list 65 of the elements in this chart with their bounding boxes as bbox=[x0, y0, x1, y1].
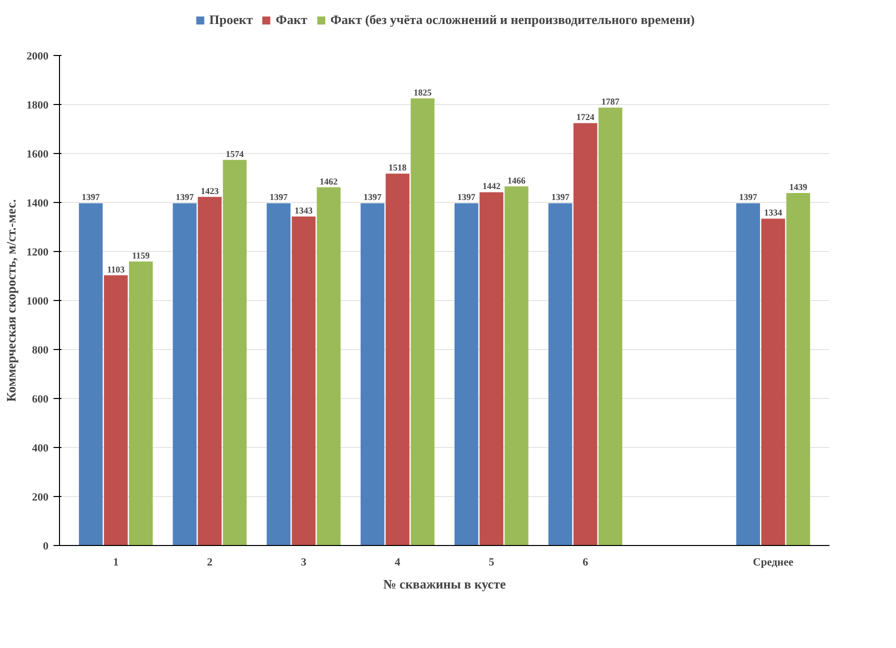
data-label: 1397 bbox=[270, 192, 288, 202]
data-label: 1466 bbox=[507, 175, 526, 186]
x-tick-label: 6 bbox=[582, 556, 589, 568]
bar bbox=[504, 186, 528, 546]
data-label: 1397 bbox=[364, 192, 382, 202]
bar bbox=[292, 216, 316, 546]
x-tick-label: 5 bbox=[488, 556, 495, 568]
data-label: 1439 bbox=[789, 182, 808, 192]
data-label: 1574 bbox=[226, 148, 244, 159]
y-tick-label: 1400 bbox=[26, 198, 49, 210]
y-tick-label: 0 bbox=[43, 540, 49, 552]
x-axis-title: № скважины в кусте bbox=[383, 576, 506, 592]
bar bbox=[172, 203, 197, 546]
data-label: 1518 bbox=[388, 162, 408, 173]
data-label: 1825 bbox=[414, 87, 432, 98]
bar bbox=[548, 203, 572, 546]
legend-label: Факт bbox=[276, 12, 308, 28]
x-tick-label: Среднее bbox=[752, 556, 794, 568]
data-label: 1334 bbox=[764, 208, 783, 218]
y-tick-label: 1600 bbox=[26, 148, 49, 160]
data-label: 1397 bbox=[457, 192, 476, 202]
x-tick-label: 4 bbox=[394, 556, 401, 568]
x-tick-label: 1 bbox=[113, 556, 119, 568]
bar bbox=[598, 108, 622, 546]
legend-label: Факт (без учёта осложнений и непроизводительного времени) bbox=[330, 12, 695, 28]
data-label: 1787 bbox=[601, 96, 620, 107]
legend-label: Проект bbox=[209, 12, 253, 28]
data-label: 1724 bbox=[576, 112, 595, 122]
bar bbox=[410, 98, 434, 546]
bar bbox=[454, 203, 478, 546]
data-label: 1103 bbox=[107, 264, 126, 274]
x-tick-label: 3 bbox=[300, 556, 307, 568]
bar bbox=[736, 203, 760, 546]
y-tick-label: 1800 bbox=[26, 100, 49, 112]
data-label: 1397 bbox=[739, 192, 758, 202]
y-tick-label: 1200 bbox=[26, 246, 49, 258]
y-tick-label: 1000 bbox=[26, 296, 49, 308]
bar bbox=[386, 174, 410, 546]
y-tick-label: 400 bbox=[32, 442, 49, 454]
bar bbox=[266, 203, 290, 546]
data-label: 1397 bbox=[176, 192, 194, 202]
y-tick-label: 600 bbox=[32, 394, 49, 406]
bar bbox=[78, 203, 103, 546]
bar bbox=[573, 123, 598, 546]
data-label: 1397 bbox=[82, 192, 100, 202]
bar bbox=[128, 262, 153, 546]
data-label: 1343 bbox=[294, 205, 314, 216]
bar bbox=[761, 218, 786, 546]
bar bbox=[316, 187, 341, 546]
data-label: 1159 bbox=[132, 250, 150, 261]
bar bbox=[222, 160, 247, 546]
y-tick-label: 800 bbox=[32, 344, 49, 356]
data-label: 1397 bbox=[551, 192, 570, 202]
x-tick-label: 2 bbox=[206, 556, 213, 568]
y-tick-label: 2000 bbox=[26, 50, 49, 62]
data-label: 1423 bbox=[200, 186, 220, 196]
bar bbox=[480, 192, 504, 546]
bar bbox=[198, 196, 222, 546]
data-label: 1462 bbox=[320, 176, 338, 186]
y-tick-label: 200 bbox=[32, 492, 49, 504]
data-label: 1442 bbox=[482, 181, 501, 192]
bar bbox=[786, 192, 810, 546]
bar bbox=[360, 203, 384, 546]
y-axis-title: Коммерческая скорость, м/ст.-мес. bbox=[4, 199, 18, 402]
bar bbox=[104, 275, 128, 546]
